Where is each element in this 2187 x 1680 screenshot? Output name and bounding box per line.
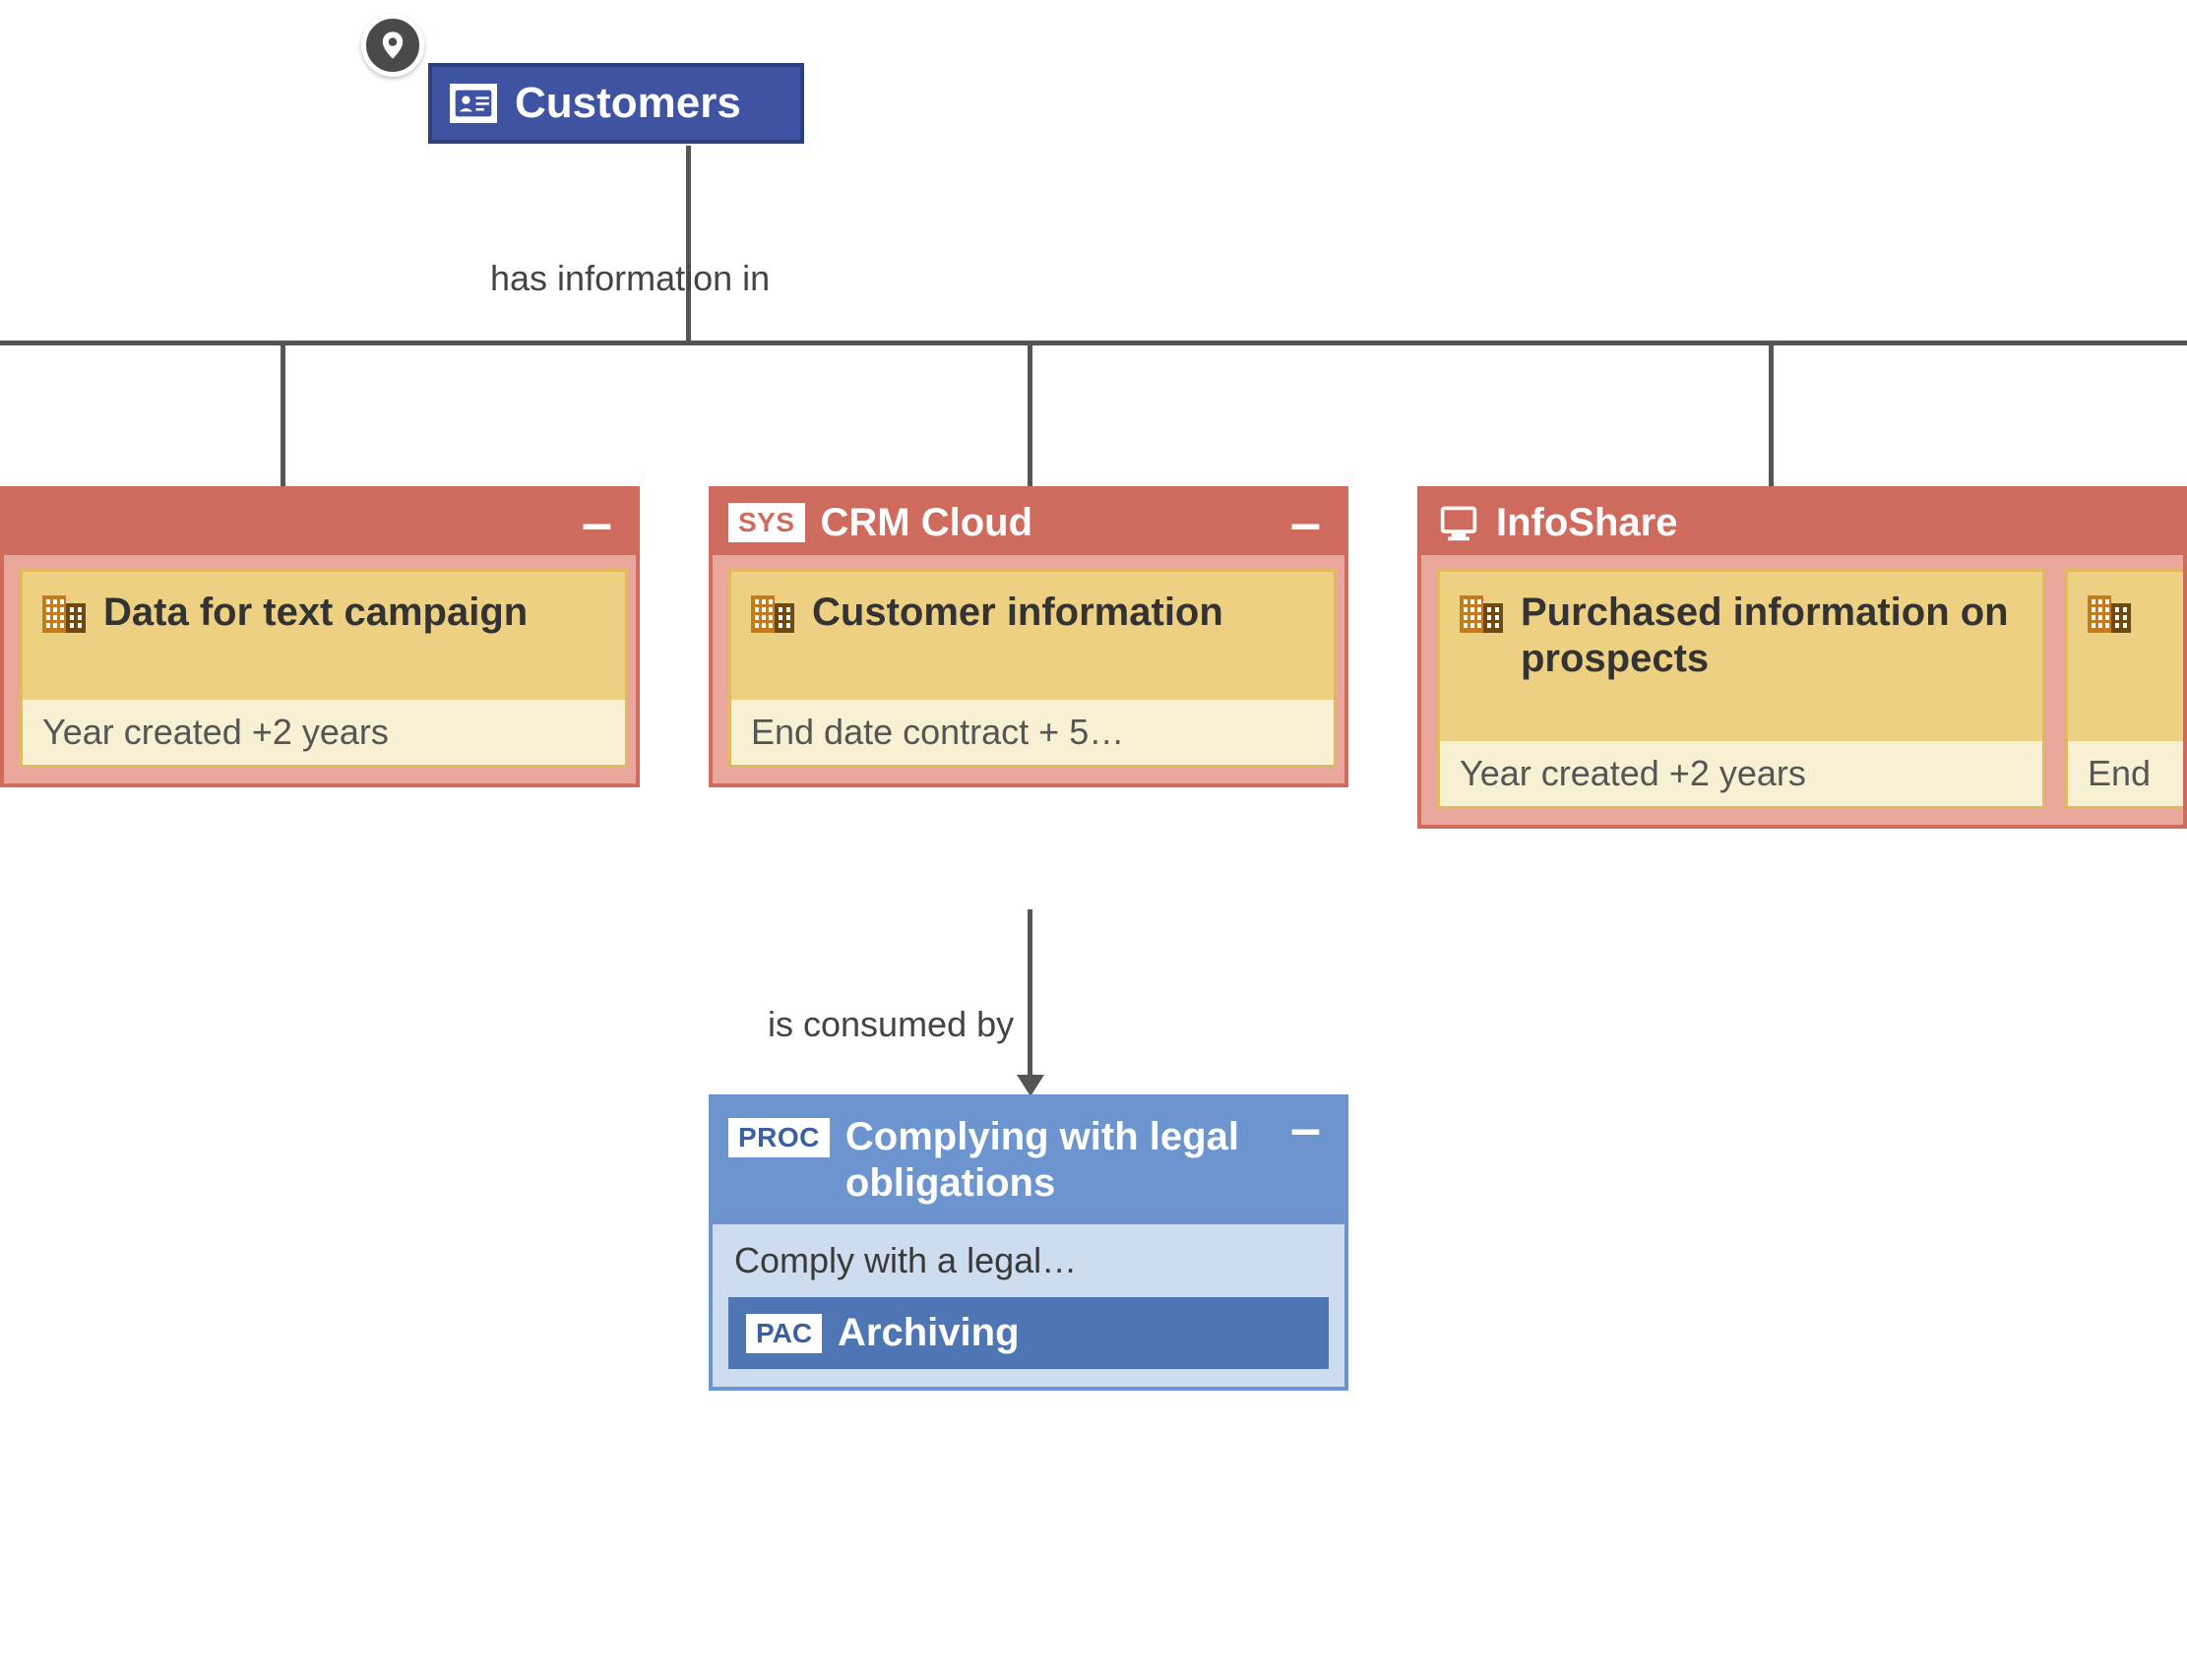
pac-tag: PAC [746, 1314, 822, 1353]
edge-label: has information in [490, 258, 770, 299]
entity-header [2068, 572, 2187, 741]
process-node[interactable]: PROC Complying with legal obligations– Com… [709, 1094, 1348, 1391]
entity-header: Data for text campaign [23, 572, 625, 700]
system-body: Purchased information on prospects Year c… [1421, 555, 2183, 825]
collapse-button[interactable]: – [1284, 509, 1327, 536]
system-tag: SYS [728, 503, 805, 542]
pac-label: Archiving [838, 1311, 1019, 1355]
connector-line [0, 341, 2187, 345]
building-icon [1458, 593, 1505, 635]
sys-infoshare[interactable]: InfoShare Purchased information on prosp… [1417, 486, 2187, 829]
sys-text-campaign[interactable]: – Data for text campaign Year created +2 … [0, 486, 640, 787]
process-body: Comply with a legal… PAC Archiving [713, 1224, 1344, 1387]
system-header[interactable]: – [4, 490, 636, 555]
monitor-icon [1437, 501, 1480, 544]
root-label: Customers [515, 79, 741, 128]
system-header[interactable]: InfoShare [1421, 490, 2183, 555]
entity-subtext: Year created +2 years [1440, 741, 2042, 806]
entity-subtext: End date contract + 5… [731, 700, 1334, 765]
building-icon [2086, 593, 2133, 635]
edge-label: is consumed by [768, 1004, 1014, 1045]
entity-subtext: Year created +2 years [23, 700, 625, 765]
entity-card[interactable]: Customer information End date contract + … [728, 569, 1337, 768]
entity-header: Customer information [731, 572, 1334, 700]
process-tag: PROC [728, 1118, 830, 1157]
entity-card[interactable]: End [2065, 569, 2187, 809]
sys-crm-cloud[interactable]: SYS CRM Cloud– Customer information End da… [709, 486, 1348, 787]
process-title: Complying with legal obligations [845, 1114, 1284, 1207]
collapse-button[interactable]: – [576, 509, 618, 536]
entity-card[interactable]: Data for text campaign Year created +2 ye… [20, 569, 628, 768]
entity-title: Purchased information on prospects [1521, 590, 2021, 682]
entity-subtext: End [2068, 741, 2187, 806]
id-card-icon [450, 84, 497, 123]
process-subtext: Comply with a legal… [728, 1240, 1329, 1281]
system-header[interactable]: SYS CRM Cloud– [713, 490, 1344, 555]
connector-line [1028, 909, 1032, 1079]
system-title: InfoShare [1496, 501, 2165, 545]
connector-line [686, 146, 691, 342]
building-icon [749, 593, 796, 635]
arrowhead-icon [1017, 1075, 1044, 1096]
root-node-customers[interactable]: Customers [428, 63, 804, 144]
pac-row[interactable]: PAC Archiving [728, 1297, 1329, 1369]
entity-title: Customer information [812, 590, 1223, 636]
entity-card[interactable]: Purchased information on prospects Year c… [1437, 569, 2045, 809]
system-body: Data for text campaign Year created +2 ye… [4, 555, 636, 783]
entity-title: Data for text campaign [103, 590, 528, 636]
collapse-button[interactable]: – [1284, 1114, 1327, 1142]
system-title: CRM Cloud [821, 501, 1284, 545]
system-body: Customer information End date contract + … [713, 555, 1344, 783]
entity-header: Purchased information on prospects [1440, 572, 2042, 741]
process-header[interactable]: PROC Complying with legal obligations– [713, 1098, 1344, 1224]
location-pin-icon [361, 14, 424, 77]
building-icon [40, 593, 88, 635]
